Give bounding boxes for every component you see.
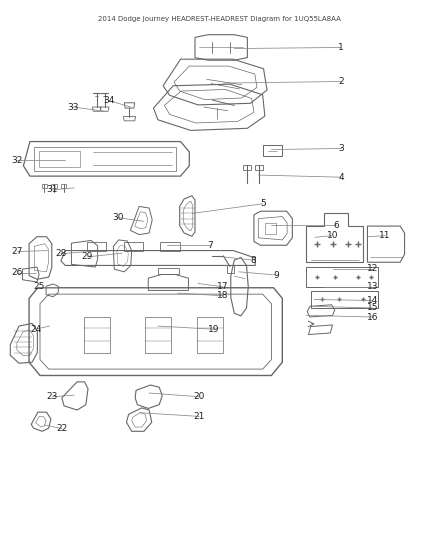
Text: 21: 21	[194, 412, 205, 421]
Text: 2: 2	[339, 77, 344, 86]
Text: 22: 22	[56, 424, 67, 433]
Text: 28: 28	[55, 249, 67, 259]
Text: 4: 4	[339, 173, 344, 182]
Text: 19: 19	[208, 325, 219, 334]
Text: 2014 Dodge Journey HEADREST-HEADREST Diagram for 1UQ55LA8AA: 2014 Dodge Journey HEADREST-HEADREST Dia…	[98, 15, 340, 21]
Text: 15: 15	[367, 303, 378, 312]
Text: 17: 17	[217, 282, 228, 291]
Text: 18: 18	[217, 291, 228, 300]
Text: 16: 16	[367, 312, 378, 321]
Text: 31: 31	[46, 185, 58, 195]
Text: 7: 7	[207, 241, 213, 250]
Text: 10: 10	[327, 231, 338, 240]
Text: 25: 25	[33, 282, 45, 291]
Text: 32: 32	[11, 156, 23, 165]
Text: 24: 24	[30, 325, 41, 334]
Text: 6: 6	[333, 221, 339, 230]
Text: 8: 8	[250, 256, 256, 264]
Text: 29: 29	[81, 253, 93, 261]
Text: 14: 14	[367, 296, 378, 305]
Text: 13: 13	[367, 282, 378, 291]
Text: 3: 3	[339, 144, 344, 153]
Text: 12: 12	[367, 264, 378, 273]
Text: 1: 1	[339, 43, 344, 52]
Text: 33: 33	[67, 102, 78, 111]
Text: 34: 34	[103, 96, 115, 105]
Text: 23: 23	[46, 392, 58, 401]
Text: 11: 11	[379, 231, 391, 240]
Text: 9: 9	[273, 271, 279, 279]
Text: 5: 5	[260, 199, 265, 208]
Text: 26: 26	[11, 269, 23, 277]
Text: 20: 20	[194, 392, 205, 401]
Text: 30: 30	[112, 213, 124, 222]
Text: 27: 27	[11, 247, 23, 256]
